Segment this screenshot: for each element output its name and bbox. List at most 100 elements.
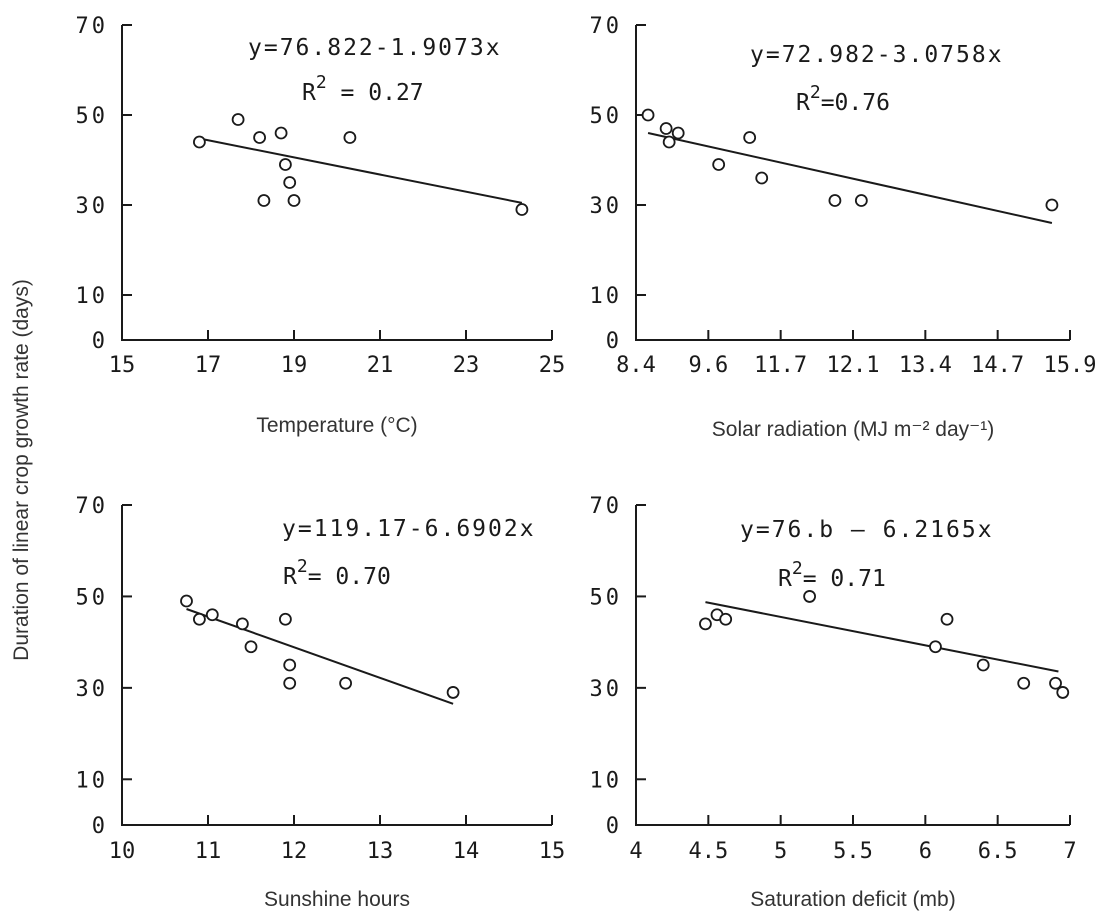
x-tick-label: 12: [281, 839, 308, 864]
r-squared-label: R2= 0.70: [283, 556, 391, 590]
data-point: [940, 612, 954, 626]
data-point: [278, 158, 292, 171]
y-tick-label: 10: [76, 284, 109, 309]
data-point: [755, 171, 769, 185]
scatter-panel: 70 50 30 10 08.4 9.6 11.7 12.1 13.4 14.7 15.9 Solar…: [590, 14, 1097, 441]
y-tick-label: 0: [606, 814, 622, 839]
data-point: [339, 676, 353, 690]
regression-equation: y=76.b – 6.2165x: [740, 517, 994, 543]
x-axis-label: Saturation deficit (mb): [750, 888, 955, 911]
y-tick-label: 50: [76, 104, 109, 129]
regression-equation: y=76.822-1.9073x: [248, 35, 502, 61]
y-tick-label: 30: [76, 677, 109, 702]
data-point: [446, 686, 460, 699]
regression-line: [186, 608, 454, 705]
scatter-panel: 70 50 30 10 015 17 19 21 23 25 Temperature (°C) y=7…: [76, 14, 566, 437]
data-point: [929, 640, 942, 654]
x-tick-label: 13: [367, 839, 394, 864]
data-point: [1056, 686, 1070, 699]
y-tick-label: 30: [590, 194, 623, 219]
y-tick-label: 10: [76, 768, 109, 793]
data-point: [235, 617, 249, 631]
data-point: [803, 590, 816, 603]
data-point: [1049, 676, 1062, 690]
regression-equation: y=72.982-3.0758x: [750, 42, 1004, 68]
x-tick-label: 13.4: [899, 353, 952, 378]
y-tick-label: 70: [590, 494, 623, 519]
y-tick-label: 70: [76, 14, 109, 39]
x-axis-label: Sunshine hours: [264, 888, 410, 911]
regression-line: [199, 137, 523, 204]
data-point: [278, 612, 292, 626]
r-squared-label: R2= 0.71: [778, 558, 886, 592]
y-tick-label: 70: [76, 494, 109, 519]
data-point: [180, 594, 193, 608]
scatter-panel: 70 50 30 10 04 4.5 5 5.5 6 6.5 7 Saturation deficit…: [590, 494, 1077, 911]
data-point: [253, 131, 267, 144]
y-tick-label: 0: [606, 329, 622, 354]
x-axis-label: Temperature (°C): [256, 414, 417, 437]
regression-line: [647, 132, 1053, 224]
data-point: [828, 194, 842, 207]
data-point: [283, 676, 297, 690]
x-tick-label: 23: [453, 353, 480, 378]
axes: [635, 25, 1070, 341]
data-point: [976, 658, 990, 672]
data-point: [231, 113, 245, 126]
x-tick-label: 10: [109, 839, 136, 864]
x-tick-label: 17: [195, 353, 222, 378]
data-point: [287, 194, 301, 207]
y-tick-label: 30: [76, 194, 109, 219]
regression-equation: y=119.17-6.6902x: [282, 516, 536, 542]
y-tick-label: 10: [590, 768, 623, 793]
y-tick-label: 70: [590, 14, 623, 39]
x-tick-label: 5: [774, 839, 787, 864]
data-point: [641, 108, 655, 122]
y-tick-label: 0: [92, 329, 108, 354]
data-point: [662, 135, 676, 149]
data-point: [192, 135, 206, 149]
data-point: [854, 194, 868, 207]
data-point: [283, 658, 297, 672]
x-tick-label: 11.7: [754, 353, 807, 378]
data-point: [1017, 676, 1031, 690]
x-tick-label: 15.9: [1044, 353, 1097, 378]
data-point: [192, 612, 206, 626]
x-tick-label: 5.5: [833, 839, 873, 864]
data-point: [515, 203, 529, 216]
y-tick-label: 50: [590, 104, 623, 129]
x-tick-label: 8.4: [616, 353, 656, 378]
x-tick-label: 12.1: [827, 353, 880, 378]
x-tick-label: 4: [629, 839, 642, 864]
x-tick-label: 6: [919, 839, 932, 864]
axes: [121, 505, 552, 826]
x-tick-label: 25: [539, 353, 566, 378]
x-axis-label: Solar radiation (MJ m⁻² day⁻¹): [712, 418, 994, 441]
r-squared-label: R2 = 0.27: [302, 72, 424, 106]
x-tick-label: 14: [453, 839, 480, 864]
x-tick-label: 15: [109, 353, 136, 378]
data-point: [699, 617, 712, 631]
x-tick-label: 11: [195, 839, 222, 864]
y-tick-label: 30: [590, 677, 623, 702]
x-tick-label: 19: [281, 353, 308, 378]
data-point: [743, 131, 757, 144]
data-point: [671, 126, 685, 140]
axes: [121, 25, 552, 341]
y-tick-label: 50: [76, 585, 109, 610]
data-point: [274, 126, 288, 140]
r-squared-label: R2=0.76: [796, 82, 890, 116]
data-point: [719, 612, 733, 626]
data-point: [1045, 198, 1059, 212]
x-tick-label: 21: [367, 353, 394, 378]
y-tick-label: 10: [590, 284, 623, 309]
data-point: [283, 176, 297, 189]
data-point: [257, 194, 271, 207]
y-tick-label: 0: [92, 814, 108, 839]
data-point: [659, 122, 673, 135]
data-point: [712, 158, 726, 171]
x-tick-label: 9.6: [688, 353, 728, 378]
x-tick-label: 7: [1063, 839, 1076, 864]
x-tick-label: 15: [539, 839, 566, 864]
y-tick-label: 50: [590, 585, 623, 610]
